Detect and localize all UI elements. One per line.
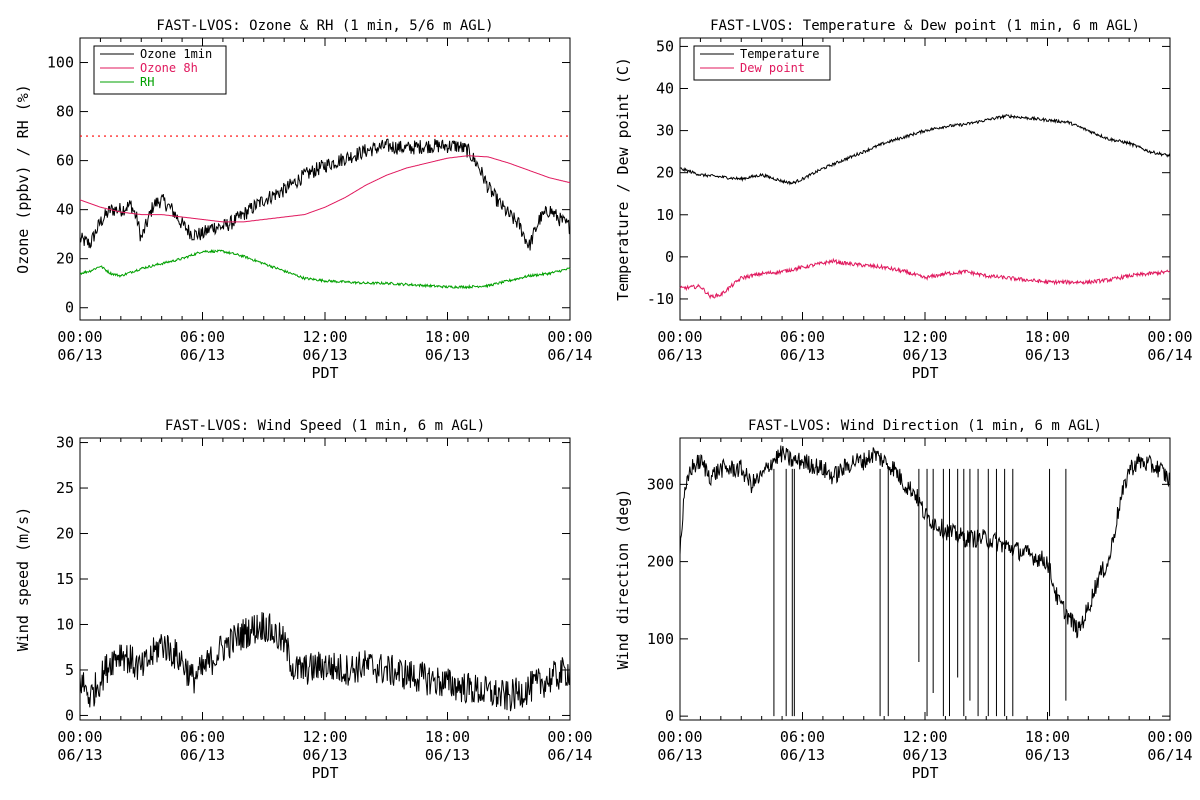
y-tick-label: 300 <box>647 475 674 493</box>
x-tick-label-time: 12:00 <box>902 728 947 746</box>
y-tick-label: 100 <box>647 630 674 648</box>
y-tick-label: 40 <box>656 80 674 98</box>
chart-panel-temp_dew: FAST-LVOS: Temperature & Dew point (1 mi… <box>614 18 1193 382</box>
x-tick-label-date: 06/13 <box>57 346 102 364</box>
x-tick-label-date: 06/14 <box>1147 746 1192 764</box>
y-tick-label: 20 <box>56 250 74 268</box>
plot-frame <box>79 437 571 721</box>
x-tick-label-time: 12:00 <box>302 728 347 746</box>
y-tick-label: 10 <box>56 615 74 633</box>
legend-label: RH <box>140 75 154 89</box>
series-line-series <box>79 612 571 712</box>
x-tick-label-time: 00:00 <box>1147 328 1192 346</box>
x-tick-label-time: 18:00 <box>425 728 470 746</box>
y-tick-label: 5 <box>65 661 74 679</box>
y-axis-label: Temperature / Dew point (C) <box>614 57 632 301</box>
x-tick-label-time: 00:00 <box>657 328 702 346</box>
y-tick-label: 30 <box>56 434 74 452</box>
x-tick-label-time: 18:00 <box>1025 728 1070 746</box>
x-tick-label-date: 06/14 <box>1147 346 1192 364</box>
x-tick-label-date: 06/13 <box>425 746 470 764</box>
x-tick-label-time: 12:00 <box>302 328 347 346</box>
legend-box <box>693 45 831 81</box>
x-tick-label-time: 00:00 <box>57 328 102 346</box>
series-line-rh <box>79 249 571 290</box>
y-tick-label: 0 <box>65 299 74 317</box>
chart-panel-wind_dir: FAST-LVOS: Wind Direction (1 min, 6 m AG… <box>614 418 1193 782</box>
x-axis-label: PDT <box>911 764 938 782</box>
chart-title: FAST-LVOS: Ozone & RH (1 min, 5/6 m AGL) <box>156 18 493 34</box>
series-line-temperature <box>679 113 1171 186</box>
y-tick-label: 80 <box>56 103 74 121</box>
y-tick-label: 100 <box>47 54 74 72</box>
y-tick-label: 0 <box>65 706 74 724</box>
y-tick-label: -10 <box>647 290 674 308</box>
x-tick-label-date: 06/13 <box>902 346 947 364</box>
chart-title: FAST-LVOS: Temperature & Dew point (1 mi… <box>710 18 1140 34</box>
x-tick-label-date: 06/13 <box>1025 746 1070 764</box>
y-tick-label: 0 <box>665 248 674 266</box>
x-tick-label-time: 00:00 <box>547 328 592 346</box>
y-tick-label: 0 <box>665 707 674 725</box>
y-tick-label: 25 <box>56 479 74 497</box>
y-axis-label: Wind speed (m/s) <box>14 507 32 652</box>
legend-label: Dew point <box>740 61 805 75</box>
x-tick-label-time: 06:00 <box>180 728 225 746</box>
chart-panel-ozone_rh: FAST-LVOS: Ozone & RH (1 min, 5/6 m AGL)… <box>14 18 593 382</box>
y-axis-label: Wind direction (deg) <box>614 489 632 670</box>
x-tick-label-date: 06/14 <box>547 346 592 364</box>
x-tick-label-date: 06/13 <box>57 746 102 764</box>
x-tick-label-time: 00:00 <box>547 728 592 746</box>
chart-title: FAST-LVOS: Wind Direction (1 min, 6 m AG… <box>748 418 1102 434</box>
y-tick-label: 60 <box>56 152 74 170</box>
x-tick-label-time: 06:00 <box>180 328 225 346</box>
x-tick-label-time: 12:00 <box>902 328 947 346</box>
legend-label: Ozone 1min <box>140 47 212 61</box>
legend-label: Ozone 8h <box>140 61 198 75</box>
legend-label: Temperature <box>740 47 819 61</box>
x-tick-label-time: 00:00 <box>57 728 102 746</box>
series-line-ozone-1min <box>79 138 571 251</box>
chart-panel-wind_speed: FAST-LVOS: Wind Speed (1 min, 6 m AGL) 0 5… <box>14 418 593 782</box>
x-tick-label-time: 00:00 <box>657 728 702 746</box>
x-tick-label-time: 06:00 <box>780 328 825 346</box>
x-tick-label-date: 06/13 <box>180 346 225 364</box>
x-tick-label-time: 06:00 <box>780 728 825 746</box>
y-tick-label: 20 <box>56 525 74 543</box>
series-line-series <box>679 445 1171 639</box>
y-tick-label: 20 <box>656 164 674 182</box>
x-tick-label-date: 06/13 <box>180 746 225 764</box>
x-axis-label: PDT <box>911 364 938 382</box>
x-tick-label-date: 06/13 <box>657 346 702 364</box>
y-tick-label: 40 <box>56 201 74 219</box>
y-axis-label: Ozone (ppbv) / RH (%) <box>14 84 32 274</box>
x-tick-label-date: 06/14 <box>547 746 592 764</box>
x-tick-label-date: 06/13 <box>780 346 825 364</box>
x-tick-label-date: 06/13 <box>302 346 347 364</box>
x-tick-label-date: 06/13 <box>425 346 470 364</box>
series-line-ozone-8h <box>79 155 571 223</box>
x-tick-label-date: 06/13 <box>657 746 702 764</box>
x-tick-label-date: 06/13 <box>1025 346 1070 364</box>
chart-title: FAST-LVOS: Wind Speed (1 min, 6 m AGL) <box>165 418 485 434</box>
x-tick-label-time: 00:00 <box>1147 728 1192 746</box>
x-axis-label: PDT <box>311 364 338 382</box>
x-tick-label-date: 06/13 <box>902 746 947 764</box>
y-tick-label: 200 <box>647 553 674 571</box>
y-tick-label: 10 <box>656 206 674 224</box>
x-tick-label-date: 06/13 <box>780 746 825 764</box>
series-line-dew-point <box>679 257 1171 300</box>
y-tick-label: 30 <box>656 122 674 140</box>
y-tick-label: 50 <box>656 37 674 55</box>
y-tick-label: 15 <box>56 570 74 588</box>
x-tick-label-time: 18:00 <box>425 328 470 346</box>
x-tick-label-time: 18:00 <box>1025 328 1070 346</box>
x-axis-label: PDT <box>311 764 338 782</box>
x-tick-label-date: 06/13 <box>302 746 347 764</box>
